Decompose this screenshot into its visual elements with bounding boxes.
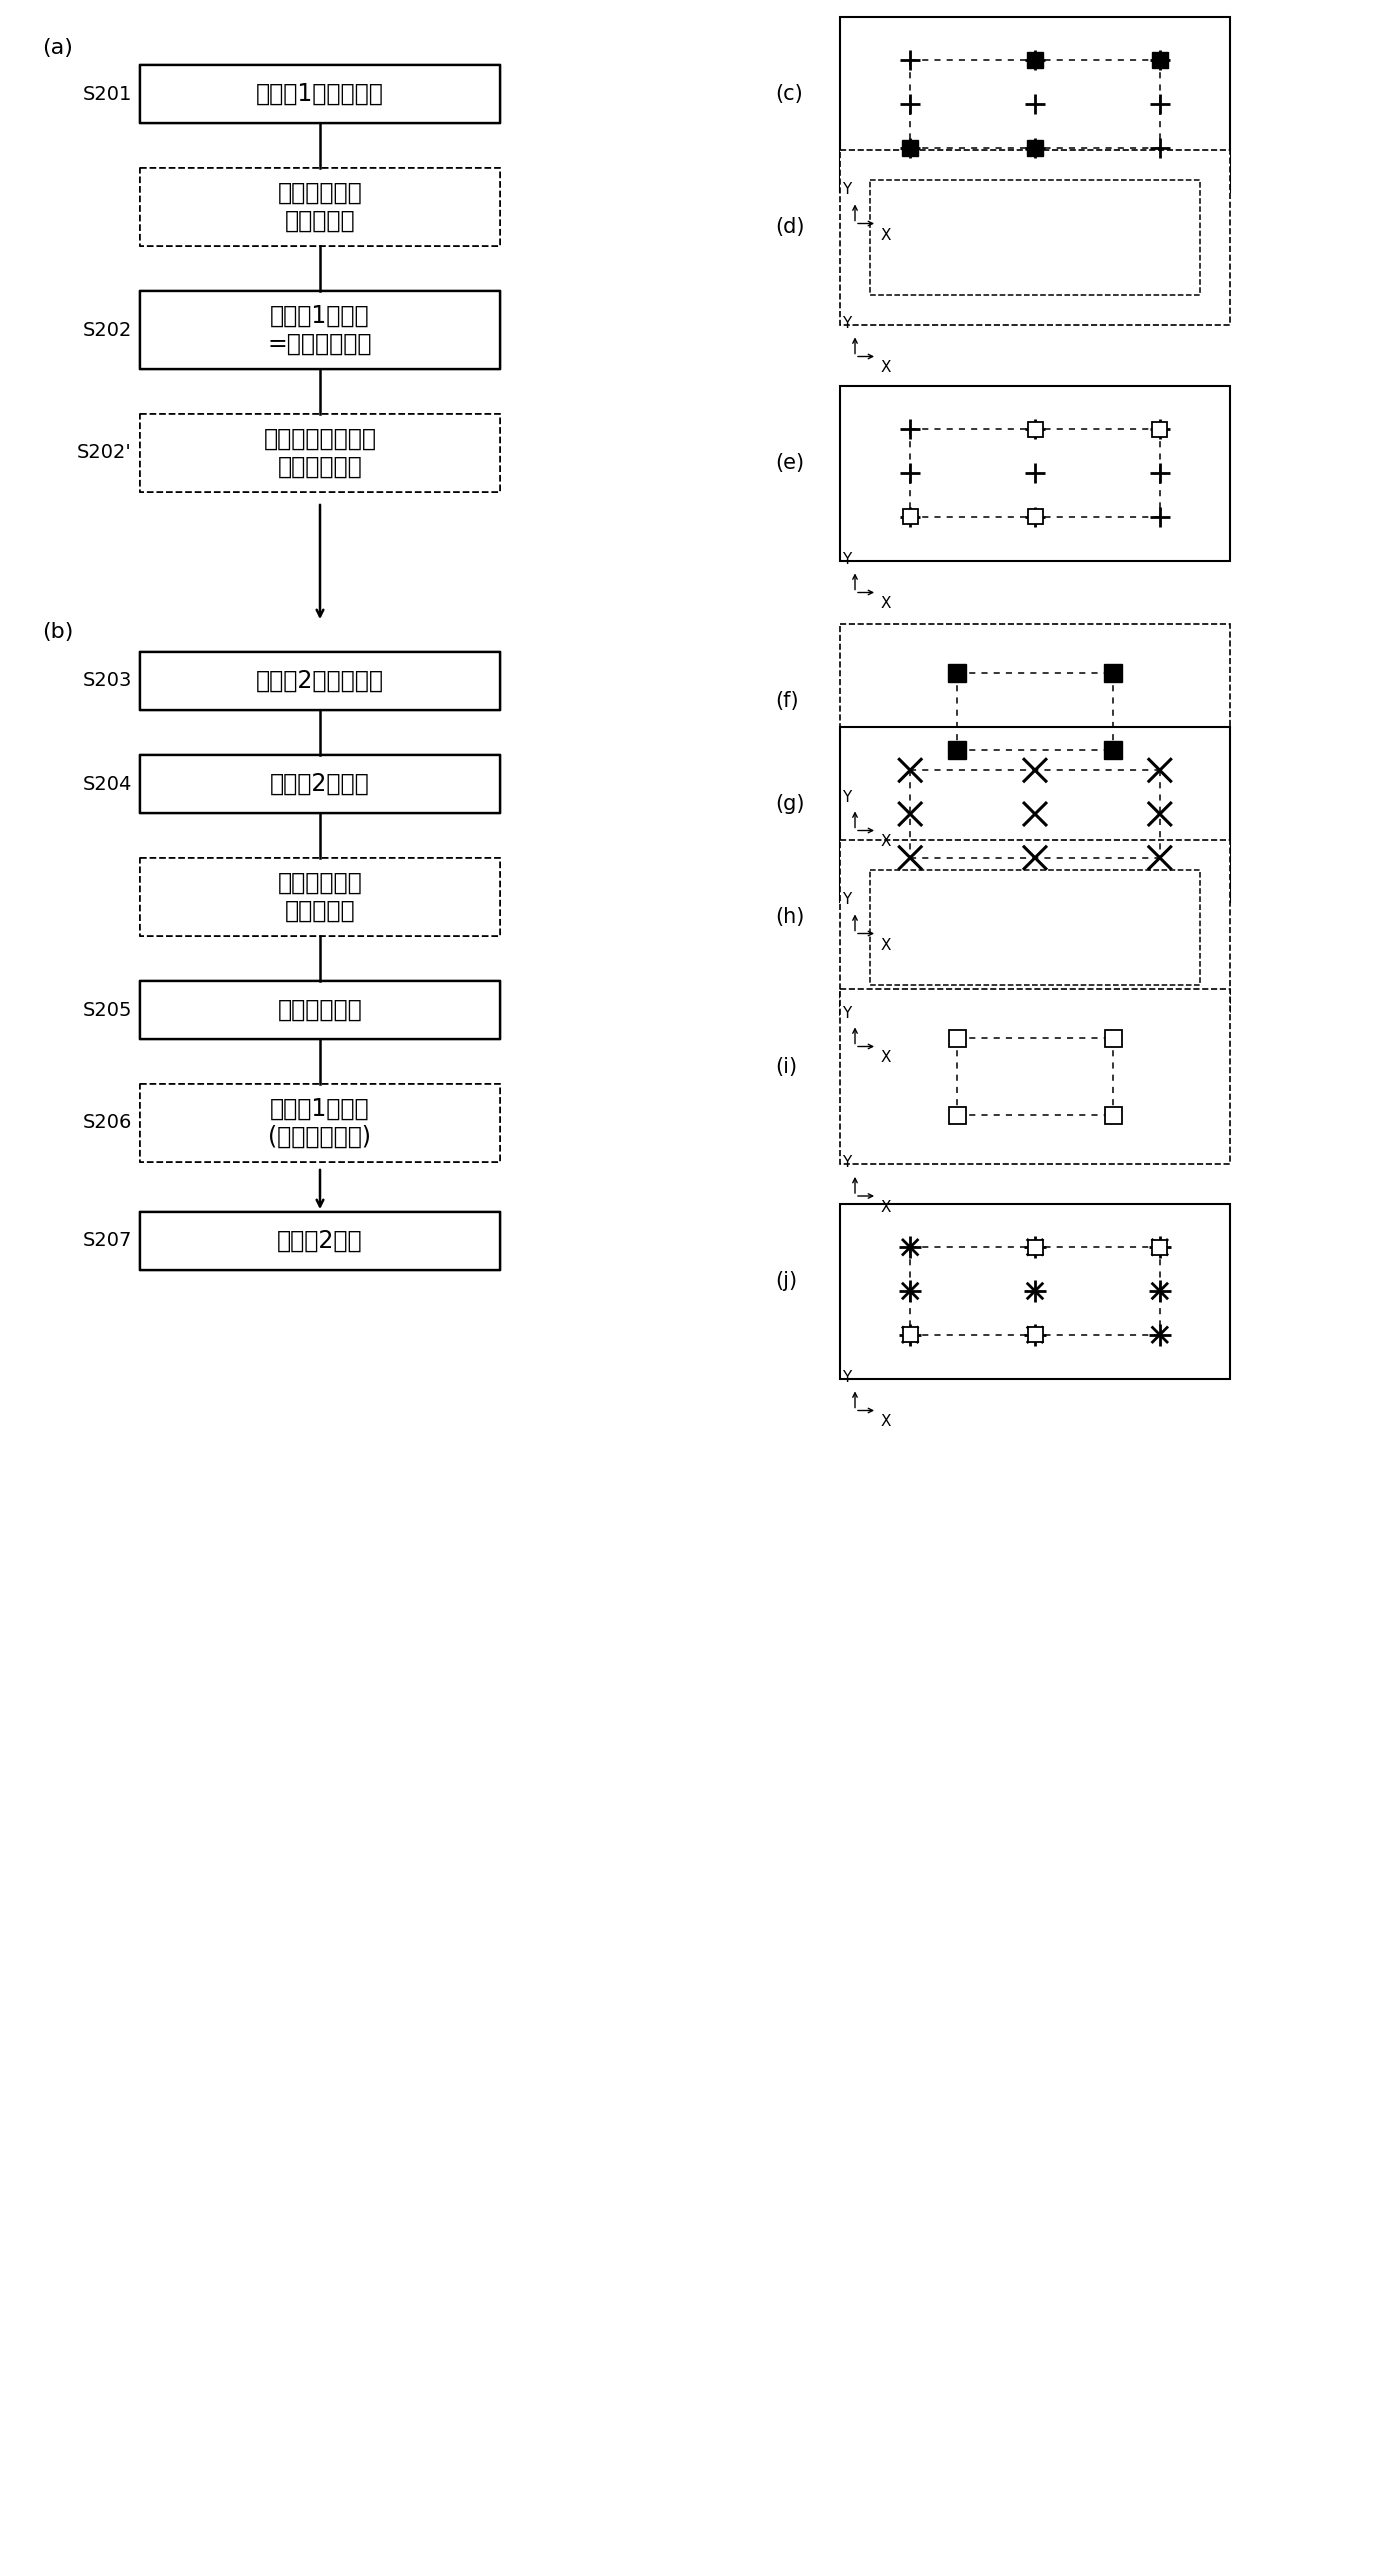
Bar [870, 870, 1200, 983]
Text: Y: Y [842, 893, 851, 909]
Text: S206: S206 [82, 1115, 132, 1133]
Text: X: X [881, 1199, 891, 1215]
Text: X: X [881, 360, 891, 376]
Text: Y: Y [842, 1369, 851, 1385]
Text: 描绘结束、加工、
形成抗蚀剂膜: 描绘结束、加工、 形成抗蚀剂膜 [264, 427, 377, 479]
Text: X: X [881, 937, 891, 952]
Bar [948, 741, 966, 759]
Bar [1027, 1328, 1042, 1341]
Bar [902, 139, 919, 157]
Bar [840, 149, 1230, 324]
Text: (c): (c) [776, 85, 803, 103]
Text: S202: S202 [82, 322, 132, 340]
Text: 准备第2层描绘数据: 准备第2层描绘数据 [256, 669, 384, 692]
Text: (f): (f) [776, 690, 799, 710]
Text: (g): (g) [776, 793, 805, 813]
Text: S205: S205 [82, 1001, 132, 1019]
Bar [1027, 510, 1042, 525]
Text: (a): (a) [42, 39, 72, 59]
Text: X: X [881, 834, 891, 849]
Text: X: X [881, 597, 891, 613]
Text: (e): (e) [776, 453, 805, 474]
Text: S203: S203 [82, 672, 132, 690]
Text: 开始第1层描绘
=开始图案描绘: 开始第1层描绘 =开始图案描绘 [268, 304, 373, 355]
Bar [1104, 741, 1122, 759]
Bar [840, 623, 1230, 798]
FancyBboxPatch shape [140, 857, 500, 937]
Bar [840, 1205, 1230, 1380]
FancyBboxPatch shape [140, 167, 500, 247]
Text: 准备第1层描绘数据: 准备第1层描绘数据 [256, 82, 384, 106]
Bar [902, 1328, 917, 1341]
Bar [902, 510, 917, 525]
Text: 描绘机坐标系
正方形格子: 描绘机坐标系 正方形格子 [278, 870, 363, 924]
Bar [1104, 664, 1122, 682]
Text: (j): (j) [776, 1272, 796, 1292]
Text: Y: Y [842, 551, 851, 566]
Text: Y: Y [842, 317, 851, 329]
Text: (b): (b) [42, 623, 74, 641]
FancyBboxPatch shape [140, 981, 500, 1040]
Bar [870, 180, 1200, 293]
Text: Y: Y [842, 1006, 851, 1019]
Bar [1105, 1030, 1122, 1048]
Bar [948, 1107, 966, 1122]
FancyBboxPatch shape [140, 1212, 500, 1269]
Bar [1105, 1107, 1122, 1122]
Bar [1027, 422, 1042, 438]
FancyBboxPatch shape [140, 754, 500, 813]
Text: 取得第1层信息
(位置、比例等): 取得第1层信息 (位置、比例等) [268, 1097, 371, 1148]
Text: X: X [881, 1416, 891, 1429]
Bar [840, 988, 1230, 1163]
Bar [948, 1030, 966, 1048]
Text: 读入对准标记: 读入对准标记 [278, 999, 363, 1022]
Bar [1027, 51, 1042, 69]
Bar [1152, 1241, 1168, 1254]
Text: S204: S204 [82, 775, 132, 793]
Text: S201: S201 [82, 85, 132, 103]
Text: X: X [881, 227, 891, 242]
Bar [840, 15, 1230, 190]
Text: S207: S207 [82, 1230, 132, 1251]
Bar [1152, 51, 1168, 69]
Bar [840, 386, 1230, 561]
Text: Y: Y [842, 790, 851, 806]
Text: (h): (h) [776, 906, 805, 927]
Text: 描绘机坐标系
正方形格子: 描绘机坐标系 正方形格子 [278, 180, 363, 232]
FancyBboxPatch shape [140, 1084, 500, 1161]
Text: (i): (i) [776, 1055, 796, 1076]
FancyBboxPatch shape [140, 651, 500, 710]
Text: 开始第2描绘: 开始第2描绘 [277, 1228, 363, 1254]
Bar [1027, 139, 1042, 157]
Bar [840, 726, 1230, 901]
Text: Y: Y [842, 183, 851, 198]
Text: S202': S202' [78, 443, 132, 463]
Bar [1027, 1241, 1042, 1254]
Text: 开始第2层描绘: 开始第2层描绘 [270, 772, 370, 795]
FancyBboxPatch shape [140, 414, 500, 492]
Bar [948, 664, 966, 682]
Bar [840, 839, 1230, 1014]
Text: Y: Y [842, 1156, 851, 1171]
Text: X: X [881, 1050, 891, 1066]
FancyBboxPatch shape [140, 64, 500, 124]
Text: (d): (d) [776, 216, 805, 237]
Bar [1152, 422, 1168, 438]
FancyBboxPatch shape [140, 291, 500, 368]
